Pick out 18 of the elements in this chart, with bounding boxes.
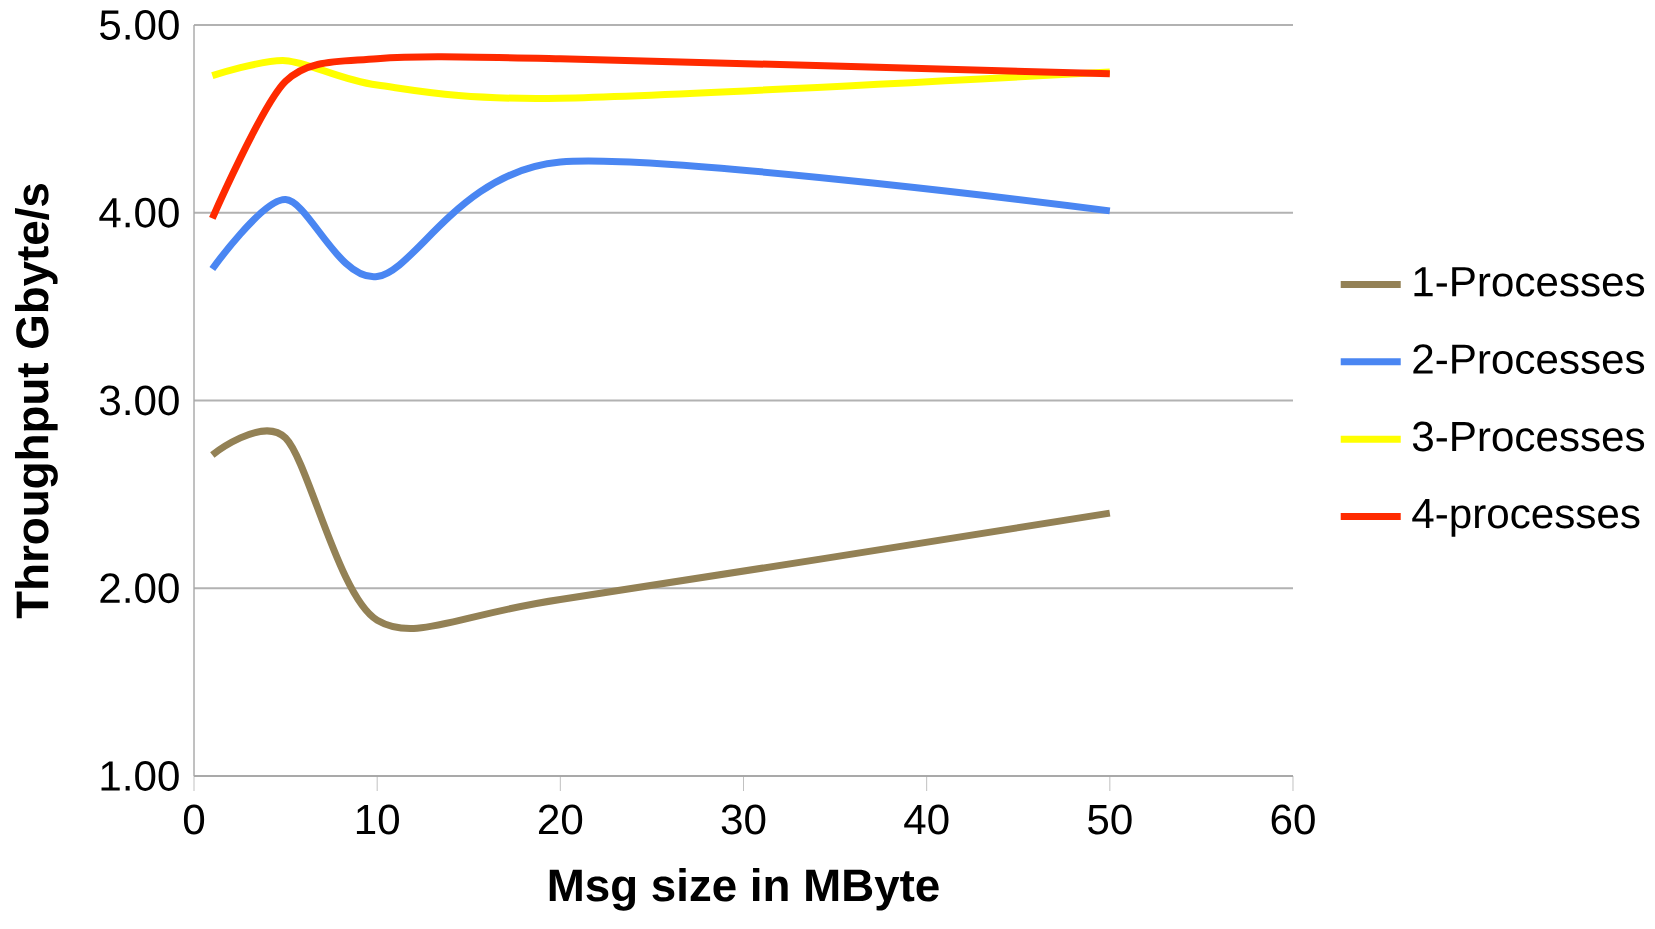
y-tick-label: 5.00 bbox=[100, 10, 179, 40]
y-tick-label: 4.00 bbox=[99, 197, 179, 228]
x-tick-label: 50 bbox=[1088, 804, 1132, 835]
legend-label: 2-Processes bbox=[1413, 344, 1645, 375]
x-tick-label: 10 bbox=[356, 804, 399, 835]
x-tick-label: 0 bbox=[183, 804, 205, 835]
y-tick-label: 3.00 bbox=[99, 385, 179, 416]
y-axis-title: Throughput Gbyte/s bbox=[14, 184, 58, 619]
x-tick-label: 60 bbox=[1271, 804, 1315, 835]
y-tick-label: 1.00 bbox=[101, 761, 179, 791]
x-tick-label: 30 bbox=[721, 804, 766, 835]
x-tick-label: 40 bbox=[904, 804, 949, 835]
y-tick-label: 2.00 bbox=[100, 573, 179, 604]
legend-label: 3-Processes bbox=[1412, 421, 1645, 452]
legend-label: 4-processes bbox=[1412, 499, 1640, 537]
x-tick-label: 20 bbox=[538, 804, 583, 835]
x-axis-title: Msg size in MByte bbox=[549, 867, 939, 911]
legend-label: 1-Processes bbox=[1414, 267, 1645, 297]
